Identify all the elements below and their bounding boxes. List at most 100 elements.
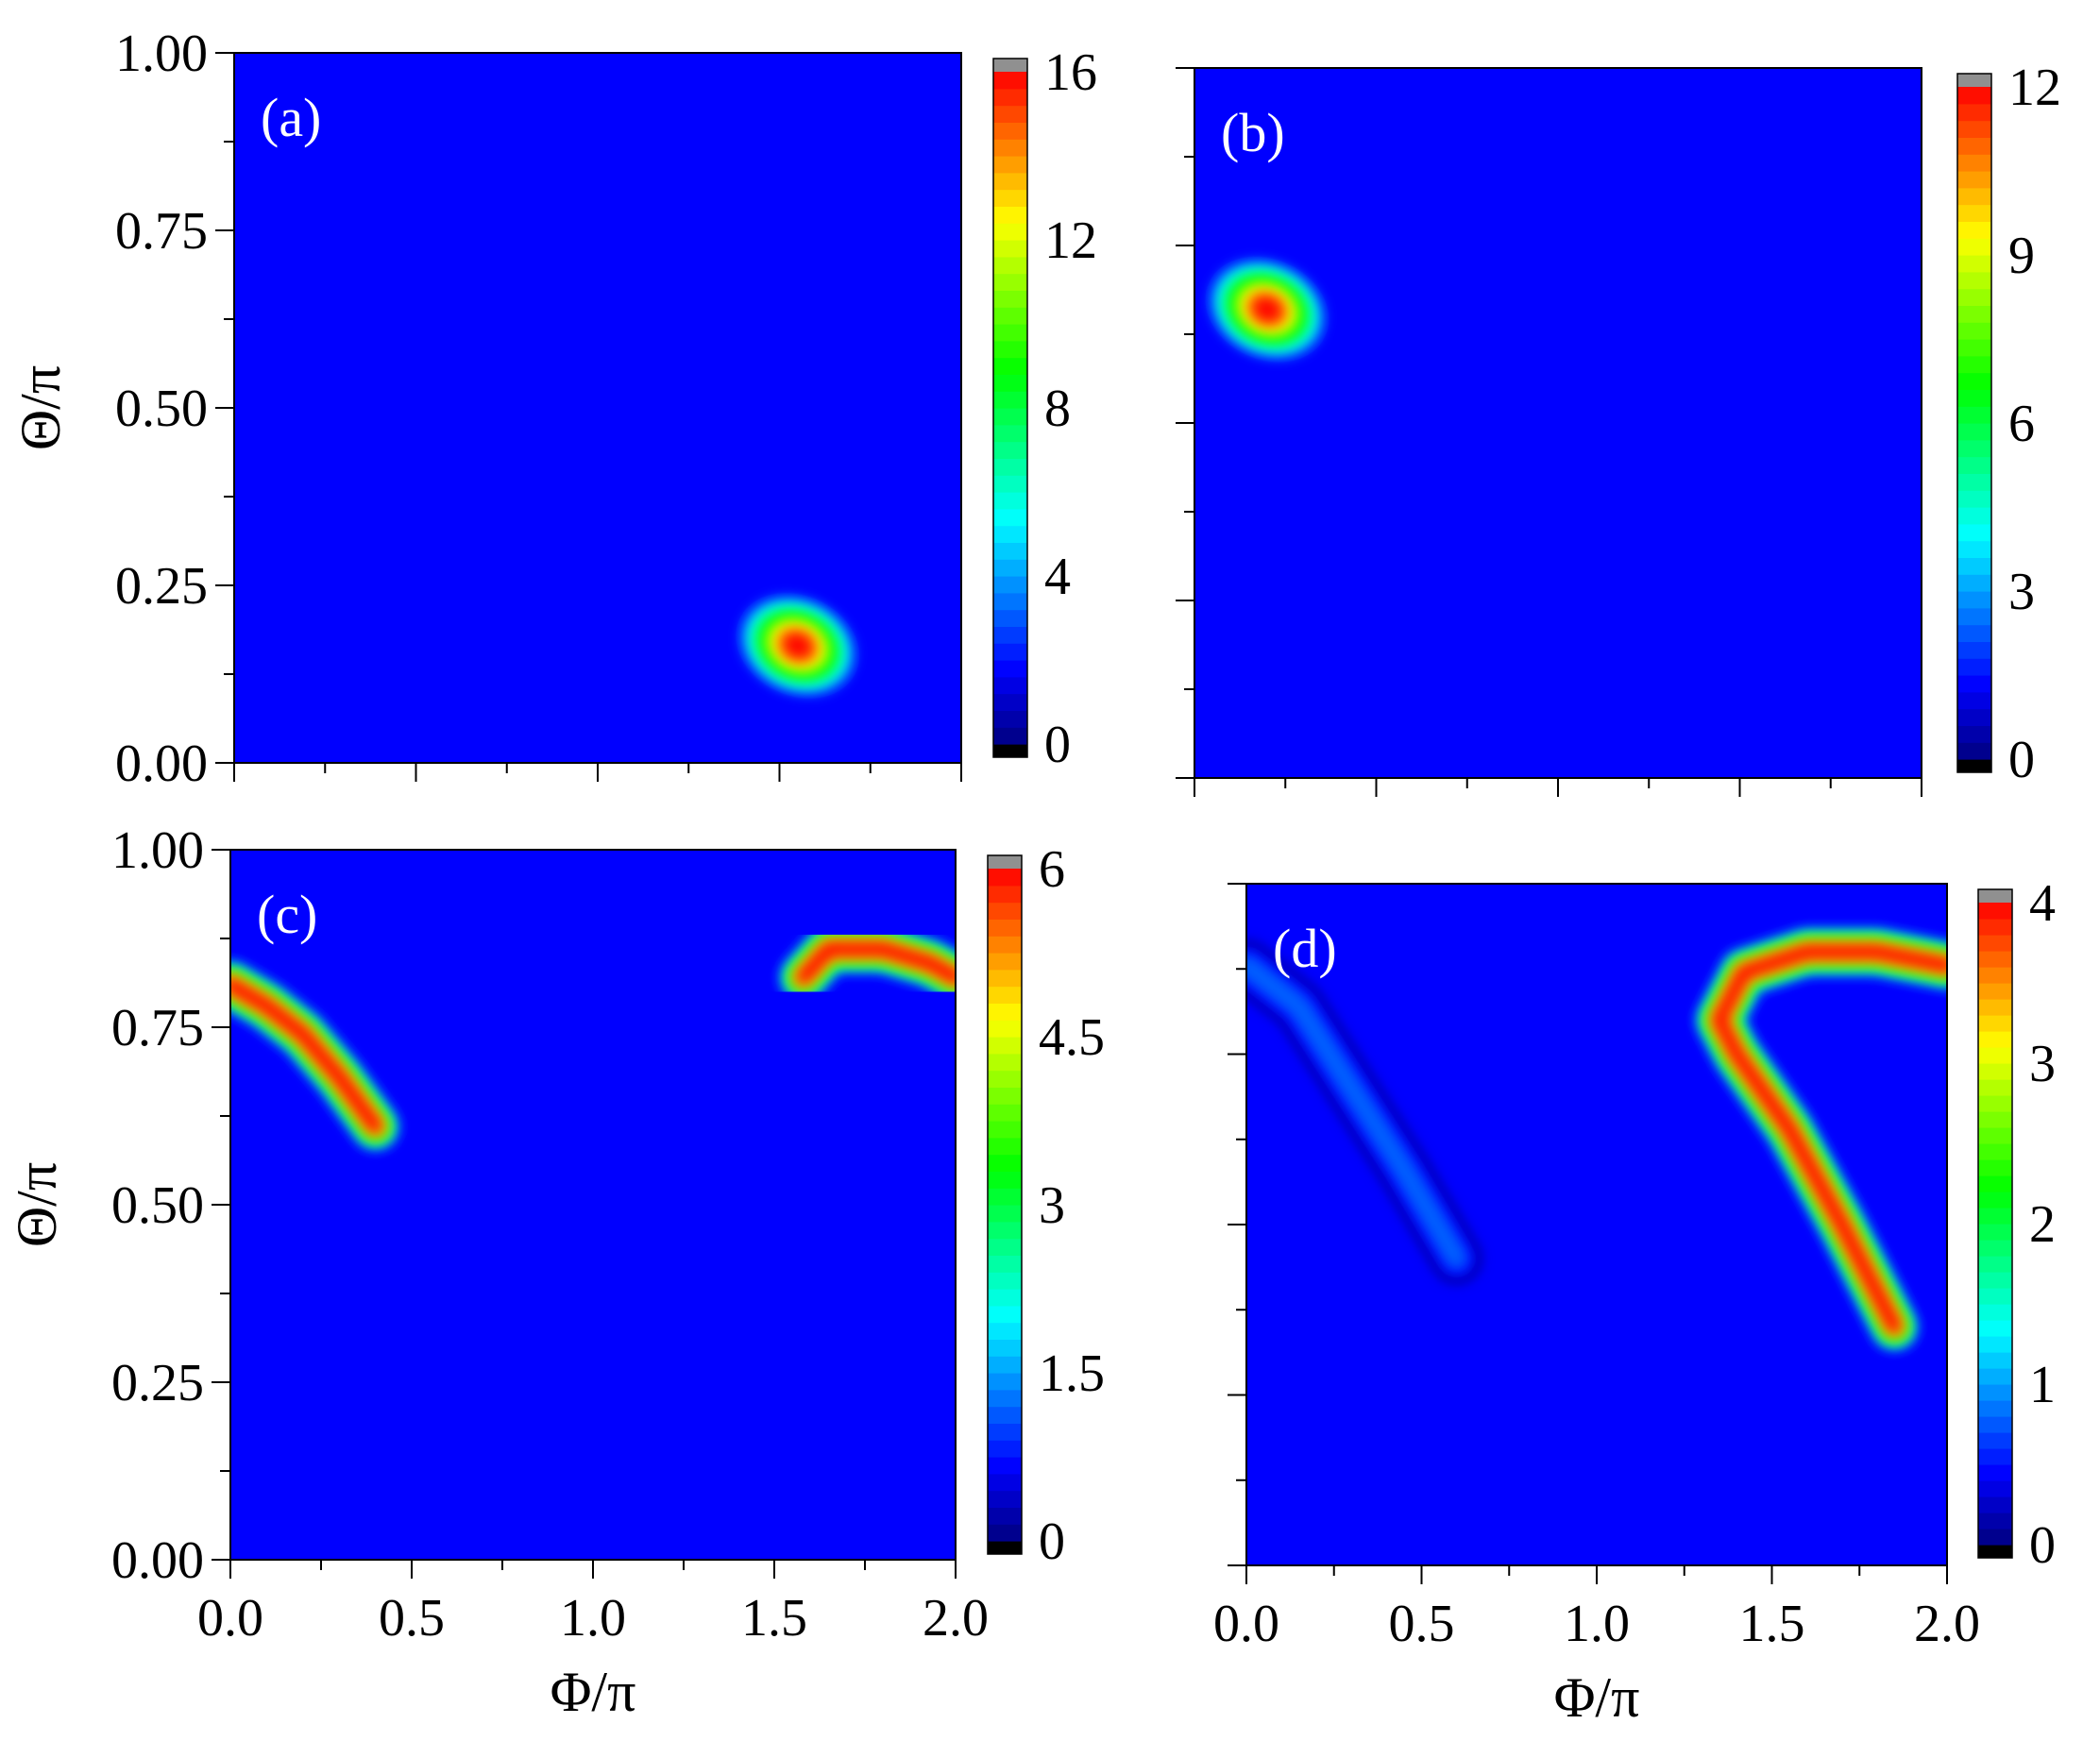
colorbar-segment bbox=[988, 1020, 1022, 1038]
x-tick-label: 1.0 bbox=[1564, 1595, 1630, 1653]
colorbar-segment bbox=[993, 290, 1027, 308]
colorbar-segment bbox=[1957, 305, 1991, 323]
y-tick-label: 1.00 bbox=[111, 821, 204, 880]
colorbar-segment bbox=[1978, 1288, 2012, 1305]
colorbar-tick-label: 1 bbox=[2029, 1356, 2056, 1414]
colorbar-segment bbox=[988, 885, 1022, 904]
colorbar-segment bbox=[1957, 591, 1991, 609]
colorbar-segment bbox=[1978, 1496, 2012, 1513]
colorbar-segment bbox=[988, 1037, 1022, 1055]
colorbar-segment bbox=[993, 475, 1027, 493]
colorbar-segment bbox=[1957, 120, 1991, 138]
colorbar-segment bbox=[993, 609, 1027, 627]
colorbar-underflow bbox=[988, 1541, 1022, 1554]
colorbar-segment bbox=[993, 340, 1027, 359]
heatmap-ridge bbox=[1246, 959, 1464, 1265]
y-axis-title: Θ/π bbox=[9, 365, 72, 450]
colorbar-segment bbox=[1978, 1480, 2012, 1497]
heatmap-background bbox=[1194, 68, 1922, 778]
colorbar-segment bbox=[1978, 1224, 2012, 1241]
colorbar-underflow bbox=[993, 744, 1027, 757]
colorbar-segment bbox=[1978, 1384, 2012, 1401]
colorbar-tick-label: 4.5 bbox=[1039, 1008, 1105, 1067]
x-tick-label: 2.0 bbox=[1914, 1595, 1980, 1653]
colorbar-segment bbox=[993, 458, 1027, 476]
colorbar-segment bbox=[988, 1238, 1022, 1256]
colorbar: 0 3 6 9 12 bbox=[1956, 59, 2061, 789]
colorbar-segment bbox=[1957, 255, 1991, 273]
colorbar-underflow bbox=[1957, 759, 1991, 772]
colorbar-tick-label: 8 bbox=[1044, 380, 1071, 438]
colorbar-segment bbox=[988, 1221, 1022, 1240]
colorbar-tick-label: 0 bbox=[1044, 716, 1071, 774]
colorbar-segment bbox=[1978, 1513, 2012, 1530]
x-tick-label: 2.0 bbox=[923, 1589, 989, 1648]
colorbar-segment bbox=[993, 424, 1027, 443]
colorbar-segment bbox=[1957, 87, 1991, 105]
colorbar-segment bbox=[1957, 523, 1991, 542]
colorbar-segment bbox=[988, 1356, 1022, 1374]
colorbar-segment bbox=[1957, 339, 1991, 357]
colorbar-segment bbox=[1957, 456, 1991, 474]
colorbar-tick-label: 3 bbox=[2008, 563, 2035, 621]
colorbar-segment bbox=[993, 223, 1027, 241]
colorbar-segment bbox=[1978, 1208, 2012, 1225]
colorbar-segment bbox=[1957, 154, 1991, 172]
colorbar-segment bbox=[993, 172, 1027, 191]
colorbar-segment bbox=[993, 156, 1027, 174]
colorbar-segment bbox=[988, 1473, 1022, 1492]
colorbar-underflow bbox=[1978, 1545, 2012, 1558]
colorbar-segment bbox=[1957, 540, 1991, 558]
colorbar-segment bbox=[988, 986, 1022, 1004]
colorbar-segment bbox=[988, 1255, 1022, 1273]
colorbar-tick-label: 2 bbox=[2029, 1195, 2056, 1254]
colorbar-segment bbox=[1978, 967, 2012, 984]
y-tick-label: 0.25 bbox=[115, 557, 208, 616]
x-tick-label: 1.5 bbox=[1739, 1595, 1805, 1653]
colorbar-segment bbox=[1957, 406, 1991, 424]
colorbar-segment bbox=[988, 902, 1022, 920]
y-tick-label: 0.25 bbox=[111, 1354, 204, 1412]
colorbar: 0 4 8 12 16 bbox=[992, 43, 1097, 774]
colorbar-segment bbox=[1957, 624, 1991, 642]
heatmap-ridge bbox=[1713, 945, 1947, 1333]
colorbar-segment bbox=[993, 256, 1027, 275]
colorbar-tick-label: 3 bbox=[2029, 1035, 2056, 1093]
colorbar-segment bbox=[1978, 1320, 2012, 1337]
colorbar-segment bbox=[988, 1457, 1022, 1475]
colorbar-segment bbox=[1978, 1304, 2012, 1321]
colorbar-tick-label: 16 bbox=[1044, 43, 1097, 102]
panel-label: (b) bbox=[1221, 102, 1285, 163]
colorbar-segment bbox=[993, 626, 1027, 644]
colorbar-segment bbox=[988, 1154, 1022, 1172]
colorbar-segment bbox=[1978, 1143, 2012, 1160]
y-tick-label: 1.00 bbox=[115, 25, 208, 83]
colorbar-segment bbox=[988, 1070, 1022, 1088]
y-tick-label: 0.00 bbox=[115, 735, 208, 793]
x-tick-label: 0.5 bbox=[1389, 1595, 1455, 1653]
colorbar-segment bbox=[988, 1305, 1022, 1324]
y-tick-label: 0.00 bbox=[111, 1531, 204, 1590]
colorbar-segment bbox=[993, 592, 1027, 611]
colorbar-segment bbox=[1978, 1111, 2012, 1128]
colorbar: 0 1.5 3 4.5 6 bbox=[987, 840, 1105, 1571]
panel-b: (b) 0 3 6 9 12 bbox=[1176, 59, 2061, 797]
colorbar-overflow bbox=[988, 855, 1022, 869]
colorbar-segment bbox=[1978, 1272, 2012, 1289]
colorbar-segment bbox=[988, 1490, 1022, 1508]
colorbar-segment bbox=[1978, 1079, 2012, 1096]
colorbar-segment bbox=[1978, 1240, 2012, 1257]
colorbar-overflow bbox=[1957, 74, 1991, 87]
x-tick-label: 0.5 bbox=[379, 1589, 445, 1648]
colorbar-frame bbox=[1956, 73, 1992, 773]
colorbar-segment bbox=[1957, 271, 1991, 290]
colorbar-segment bbox=[1978, 1432, 2012, 1449]
colorbar-segment bbox=[993, 693, 1027, 711]
colorbar-segment bbox=[993, 660, 1027, 678]
colorbar-tick-label: 6 bbox=[1039, 840, 1065, 899]
colorbar-segment bbox=[988, 1053, 1022, 1072]
colorbar-segment bbox=[1957, 490, 1991, 508]
y-tick-label: 0.75 bbox=[115, 202, 208, 261]
colorbar-segment bbox=[1978, 951, 2012, 968]
colorbar-tick-label: 0 bbox=[2008, 731, 2035, 789]
